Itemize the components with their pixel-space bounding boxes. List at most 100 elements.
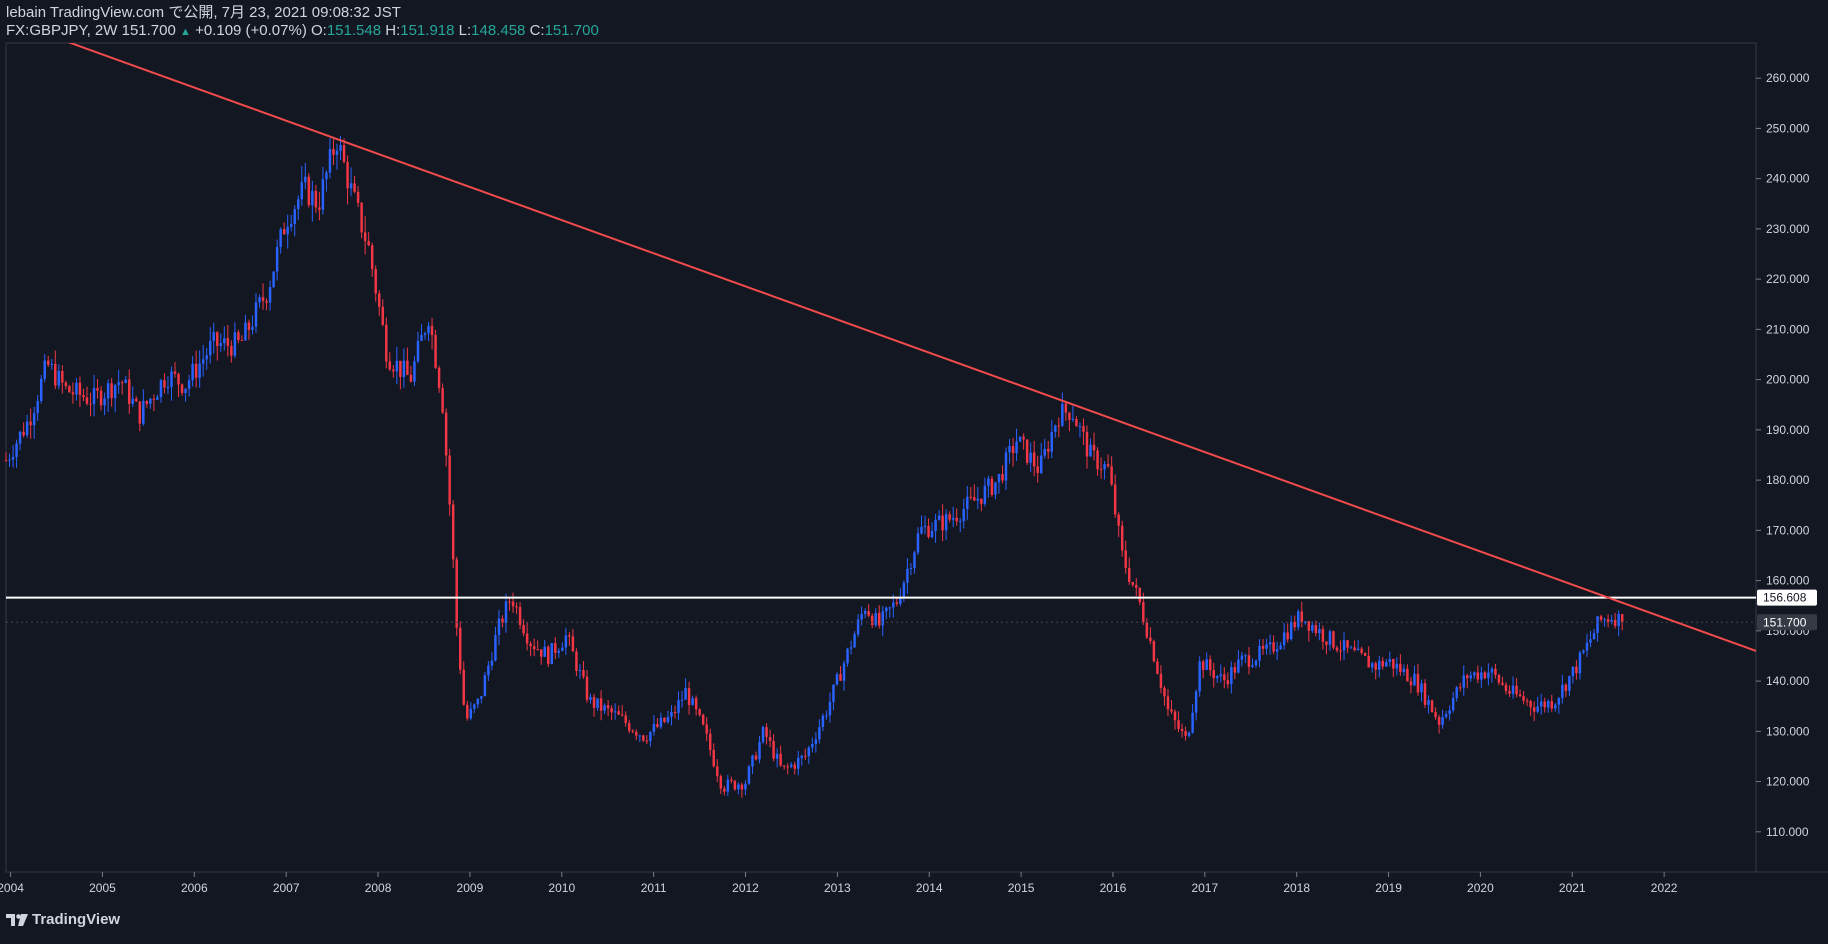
tradingview-logo[interactable]: TradingView [6, 911, 120, 928]
candle-body [1131, 581, 1134, 585]
plot-frame [5, 42, 1757, 873]
candle-body [870, 615, 874, 626]
candle-body [659, 717, 663, 727]
candle-body [1254, 660, 1258, 666]
candle-body [613, 711, 617, 713]
candle-body [1282, 632, 1286, 646]
candle-body [1142, 602, 1145, 622]
candle-body [547, 646, 550, 665]
candle-body [561, 647, 564, 651]
candle-body [1275, 649, 1279, 652]
candle-body [85, 397, 89, 404]
candle-body [994, 482, 997, 495]
candle-body [1518, 694, 1522, 697]
candle-body [539, 649, 543, 657]
candle-body [1135, 584, 1138, 588]
y-tick-label: 230.000 [1766, 222, 1810, 236]
candle-body [466, 704, 469, 719]
candle-body [216, 332, 219, 346]
candle-body [462, 669, 465, 705]
candle-body [733, 780, 737, 790]
candle-body [631, 730, 634, 732]
candle-body [409, 374, 413, 382]
candle-body [1483, 672, 1487, 679]
candle-body [1251, 665, 1254, 667]
candle-body [1353, 647, 1356, 651]
candle-body [1261, 645, 1265, 649]
candle-body [497, 618, 501, 636]
candle-body [789, 764, 793, 767]
candle-body [1216, 676, 1219, 679]
x-tick-label: 2015 [1008, 881, 1035, 895]
candle-body [543, 646, 546, 657]
y-tick-label: 170.000 [1766, 523, 1810, 537]
candle-body [1177, 720, 1180, 729]
candle-body [589, 696, 592, 700]
published-info: lebain TradingView.com で公開, 7月 23, 2021 … [6, 4, 401, 21]
candle-body [395, 360, 399, 372]
candle-body [120, 382, 124, 384]
candle-body [1043, 448, 1046, 456]
candle-body [39, 378, 43, 401]
candle-body [1575, 666, 1578, 674]
candle-body [170, 371, 173, 388]
candle-body [920, 526, 923, 534]
candle-body [786, 766, 789, 768]
candle-body [687, 688, 691, 706]
candle-body [1420, 683, 1423, 693]
x-tick-label: 2016 [1100, 881, 1127, 895]
candle-body [1402, 668, 1406, 673]
candle-body [416, 340, 420, 362]
candle-body [944, 514, 948, 531]
x-tick-label: 2021 [1559, 881, 1586, 895]
candle-body [930, 530, 934, 537]
candle-body [423, 333, 427, 335]
candle-body [47, 360, 50, 365]
candle-body [36, 400, 39, 414]
candle-body [145, 401, 149, 404]
hline-price-label: 156.608 [1763, 591, 1807, 605]
candle-body [730, 779, 733, 781]
y-tick-label: 190.000 [1766, 423, 1810, 437]
candle-body [575, 651, 578, 671]
candle-body [1198, 661, 1201, 692]
candle-body [892, 602, 895, 608]
candle-body [455, 559, 458, 628]
y-tick-label: 210.000 [1766, 322, 1810, 336]
candle-body [1244, 655, 1247, 657]
candle-body [874, 613, 877, 626]
candle-body [25, 421, 29, 436]
candle-body [1194, 691, 1198, 713]
candle-body [1208, 659, 1212, 671]
candle-body [1117, 514, 1120, 526]
candle-body [230, 345, 233, 356]
candle-body [1480, 672, 1483, 680]
candle-body [1054, 425, 1057, 432]
candle-body [814, 739, 818, 745]
candle-body [282, 229, 286, 235]
candle-body [374, 269, 377, 294]
candle-body [113, 385, 117, 399]
candle-body [99, 390, 103, 406]
candle-body [75, 382, 78, 395]
candle-body [1032, 452, 1036, 467]
ohlc-line: FX:GBPJPY, 2W 151.700 ▲ +0.109 (+0.07%) … [6, 22, 599, 41]
candle-body [680, 699, 684, 701]
candle-body [187, 380, 191, 389]
candle-body [1057, 425, 1061, 427]
candle-body [1430, 700, 1434, 713]
candle-body [1201, 661, 1205, 670]
candle-body [1455, 687, 1458, 699]
candle-body [529, 643, 532, 647]
candle-body [29, 421, 32, 426]
x-tick-label: 2006 [181, 881, 208, 895]
candle-body [1096, 450, 1099, 470]
candle-body [451, 504, 455, 560]
candle-body [50, 363, 54, 365]
candle-body [1356, 648, 1360, 651]
candle-body [1487, 672, 1490, 679]
candle-body [103, 398, 106, 406]
candle-body [635, 731, 638, 736]
